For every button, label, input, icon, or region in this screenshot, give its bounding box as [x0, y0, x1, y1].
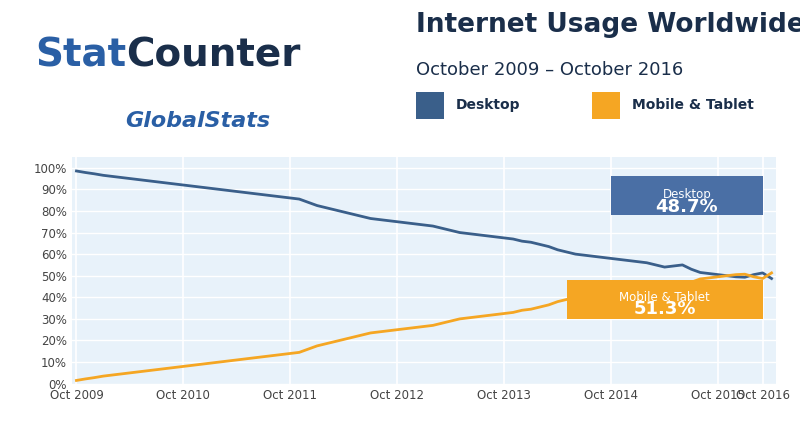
Text: Mobile & Tablet: Mobile & Tablet — [632, 98, 754, 112]
Text: 51.3%: 51.3% — [634, 300, 696, 318]
FancyBboxPatch shape — [416, 92, 444, 119]
FancyBboxPatch shape — [611, 177, 762, 215]
Text: GlobalStats: GlobalStats — [126, 111, 270, 131]
Text: 48.7%: 48.7% — [655, 198, 718, 216]
FancyBboxPatch shape — [592, 92, 620, 119]
Text: October 2009 – October 2016: October 2009 – October 2016 — [416, 61, 683, 79]
Text: Desktop: Desktop — [456, 98, 521, 112]
Text: Mobile & Tablet: Mobile & Tablet — [619, 291, 710, 304]
Text: Internet Usage Worldwide: Internet Usage Worldwide — [416, 12, 800, 38]
Text: Desktop: Desktop — [662, 188, 711, 201]
Text: Counter: Counter — [126, 36, 300, 74]
Text: Stat: Stat — [35, 36, 126, 74]
FancyBboxPatch shape — [566, 280, 762, 319]
